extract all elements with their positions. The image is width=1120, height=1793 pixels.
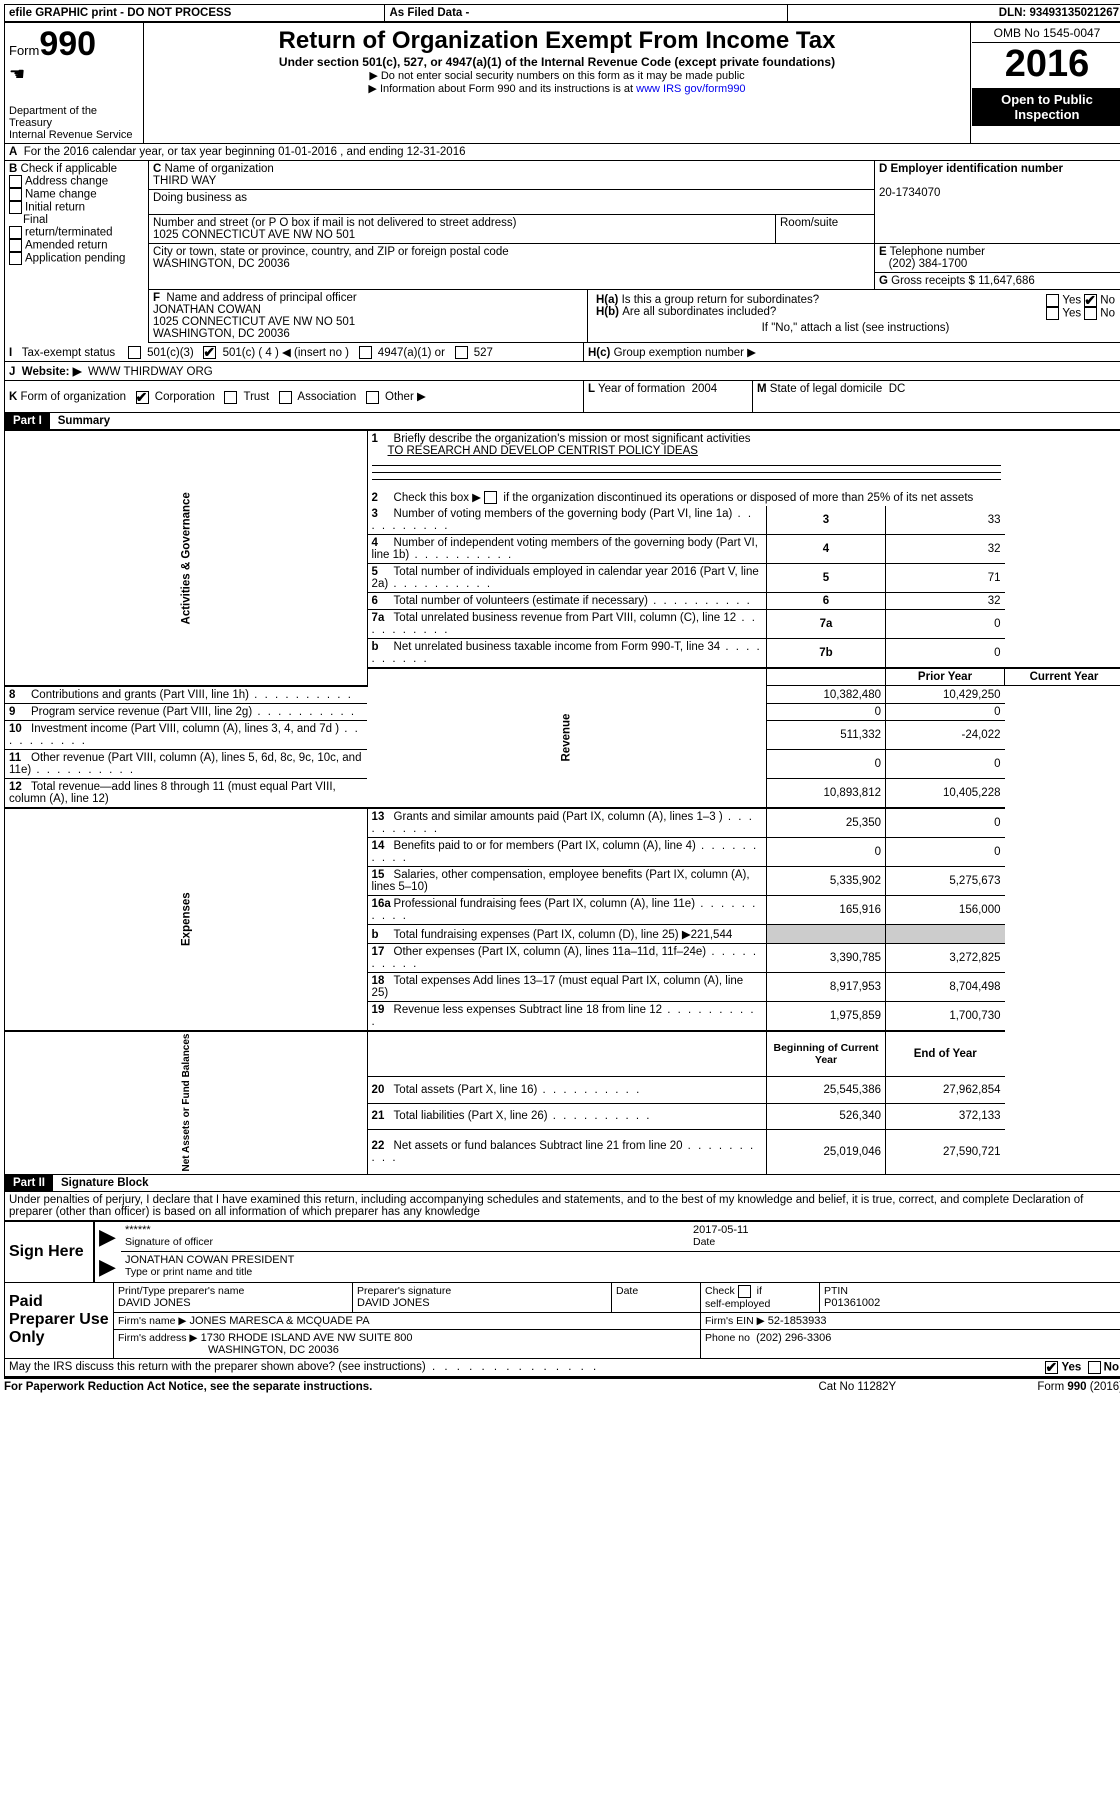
irs-link[interactable]: www IRS gov/form990 bbox=[636, 83, 745, 95]
ck-discuss-yes[interactable] bbox=[1045, 1361, 1058, 1374]
section-e: E Telephone number (202) 384-1700 bbox=[875, 244, 1120, 273]
discuss-yesno: Yes No bbox=[989, 1359, 1120, 1377]
line-l: L Year of formation 2004 bbox=[584, 381, 753, 412]
vlabel-rev: Revenue bbox=[367, 668, 766, 808]
part1-header: Part ISummary bbox=[4, 413, 1120, 430]
section-fh: F Name and address of principal officer … bbox=[4, 290, 1120, 343]
efile-notice: efile GRAPHIC print - DO NOT PROCESS bbox=[5, 5, 385, 22]
header-mid: Return of Organization Exempt From Incom… bbox=[144, 23, 971, 144]
ck-self-employed[interactable] bbox=[738, 1285, 751, 1298]
ck-ha-no[interactable] bbox=[1084, 294, 1097, 307]
ck-application-pending[interactable] bbox=[9, 252, 22, 265]
line-i: I Tax-exempt status 501(c)(3) 501(c) ( 4… bbox=[5, 343, 584, 362]
form-no-footer: Form 990 (2016) bbox=[941, 1378, 1120, 1395]
discuss-line: May the IRS discuss this return with the… bbox=[5, 1359, 989, 1377]
section-f: F Name and address of principal officer … bbox=[149, 290, 588, 343]
header-right: OMB No 1545-0047 2016 Open to Public Ins… bbox=[971, 23, 1120, 144]
vlabel-exp: Expenses bbox=[5, 808, 368, 1031]
line-k: K Form of organization Corporation Trust… bbox=[5, 381, 584, 412]
ck-501c[interactable] bbox=[203, 346, 216, 359]
ck-501c3[interactable] bbox=[128, 346, 141, 359]
ck-other[interactable] bbox=[366, 391, 379, 404]
ck-assoc[interactable] bbox=[279, 391, 292, 404]
vlabel-na: Net Assets or Fund Balances bbox=[5, 1031, 368, 1175]
header-left: Form990 ☚ Department of the Treasury Int… bbox=[5, 23, 144, 144]
ck-discuss-no[interactable] bbox=[1088, 1361, 1101, 1374]
line-hc: H(c) Group exemption number ▶ bbox=[584, 343, 1120, 362]
section-d: D Employer identification number 20-1734… bbox=[875, 161, 1120, 244]
summary-table: Activities & Governance 1Briefly describ… bbox=[4, 430, 1120, 1175]
line-a: A For the 2016 calendar year, or tax yea… bbox=[5, 144, 1120, 161]
sign-here-label: Sign Here bbox=[5, 1221, 95, 1282]
section-h: H(a) Is this a group return for subordin… bbox=[588, 290, 1120, 343]
paid-preparer-block: Paid Preparer Use Only Print/Type prepar… bbox=[4, 1283, 1120, 1359]
line-2: 2Check this box ▶ if the organization di… bbox=[367, 488, 1004, 506]
line-1: 1Briefly describe the organization's mis… bbox=[367, 430, 1004, 488]
ck-corp[interactable] bbox=[136, 391, 149, 404]
dln: DLN: 93493135021267 bbox=[788, 5, 1120, 22]
section-c-name: C Name of organizationTHIRD WAY Doing bu… bbox=[149, 161, 875, 215]
line-m: M State of legal domicile DC bbox=[753, 381, 1120, 412]
form-header: Form990 ☚ Department of the Treasury Int… bbox=[4, 22, 1120, 144]
ck-527[interactable] bbox=[455, 346, 468, 359]
top-bar: efile GRAPHIC print - DO NOT PROCESS As … bbox=[4, 4, 1120, 22]
ck-trust[interactable] bbox=[224, 391, 237, 404]
part2-header: Part IISignature Block bbox=[4, 1175, 1120, 1192]
perjury-text: Under penalties of perjury, I declare th… bbox=[4, 1192, 1120, 1221]
paperwork-notice: For Paperwork Reduction Act Notice, see … bbox=[4, 1378, 774, 1395]
cat-no: Cat No 11282Y bbox=[774, 1378, 941, 1395]
sign-here-block: Sign Here ▶ ****** Signature of officer … bbox=[4, 1221, 1120, 1283]
form-title: Return of Organization Exempt From Incom… bbox=[150, 27, 964, 55]
section-b: B Check if applicable Address change Nam… bbox=[5, 161, 149, 290]
ck-initial-return[interactable] bbox=[9, 201, 22, 214]
ck-hb-yes[interactable] bbox=[1046, 307, 1059, 320]
as-filed: As Filed Data - bbox=[385, 5, 788, 22]
ck-amended-return[interactable] bbox=[9, 239, 22, 252]
ck-name-change[interactable] bbox=[9, 188, 22, 201]
ck-hb-no[interactable] bbox=[1084, 307, 1097, 320]
section-c-street: Number and street (or P O box if mail is… bbox=[149, 215, 875, 244]
ck-ha-yes[interactable] bbox=[1046, 294, 1059, 307]
line-j: J Website: ▶ WWW THIRDWAY ORG bbox=[5, 362, 1120, 381]
paid-preparer-label: Paid Preparer Use Only bbox=[5, 1283, 114, 1359]
ck-address-change[interactable] bbox=[9, 175, 22, 188]
ck-4947[interactable] bbox=[359, 346, 372, 359]
section-bcdefg: B Check if applicable Address change Nam… bbox=[4, 161, 1120, 290]
ck-final-return[interactable] bbox=[9, 226, 22, 239]
section-c-city: City or town, state or province, country… bbox=[149, 244, 875, 290]
section-g: G Gross receipts $ 11,647,686 bbox=[875, 273, 1120, 290]
vlabel-ag: Activities & Governance bbox=[5, 430, 368, 685]
